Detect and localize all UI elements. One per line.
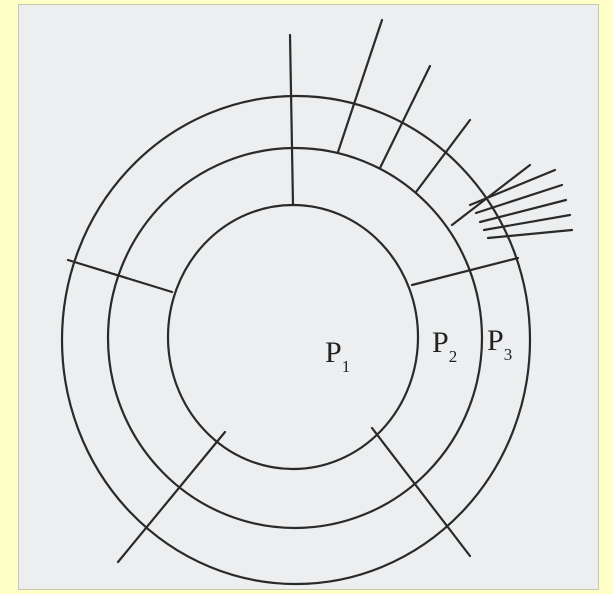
radial-line xyxy=(414,118,472,194)
outer-circle xyxy=(60,94,532,586)
radial-line xyxy=(288,33,295,207)
radial-line xyxy=(450,163,532,227)
label-base: P xyxy=(325,336,342,369)
radial-line xyxy=(378,64,432,170)
label-base: P xyxy=(487,324,504,357)
label-sub: 2 xyxy=(449,347,458,366)
radial-line xyxy=(370,426,472,558)
middle-circle xyxy=(106,146,484,530)
fan-line xyxy=(468,168,557,207)
radial-line xyxy=(116,430,227,564)
radial-lines xyxy=(66,18,574,564)
fan-line xyxy=(486,228,574,240)
radial-line xyxy=(336,18,384,154)
fan-line xyxy=(478,198,568,224)
region-label: P3 xyxy=(487,324,512,364)
radial-line xyxy=(66,258,174,294)
label-sub: 3 xyxy=(504,345,513,364)
region-label: P2 xyxy=(432,326,457,366)
region-label: P1 xyxy=(325,336,350,376)
fan-line xyxy=(482,213,572,232)
radial-line xyxy=(410,256,520,287)
label-sub: 1 xyxy=(342,357,351,376)
inner-circle xyxy=(166,203,420,471)
diagram-frame xyxy=(18,4,599,590)
fan-line xyxy=(474,183,564,215)
label-base: P xyxy=(432,326,449,359)
